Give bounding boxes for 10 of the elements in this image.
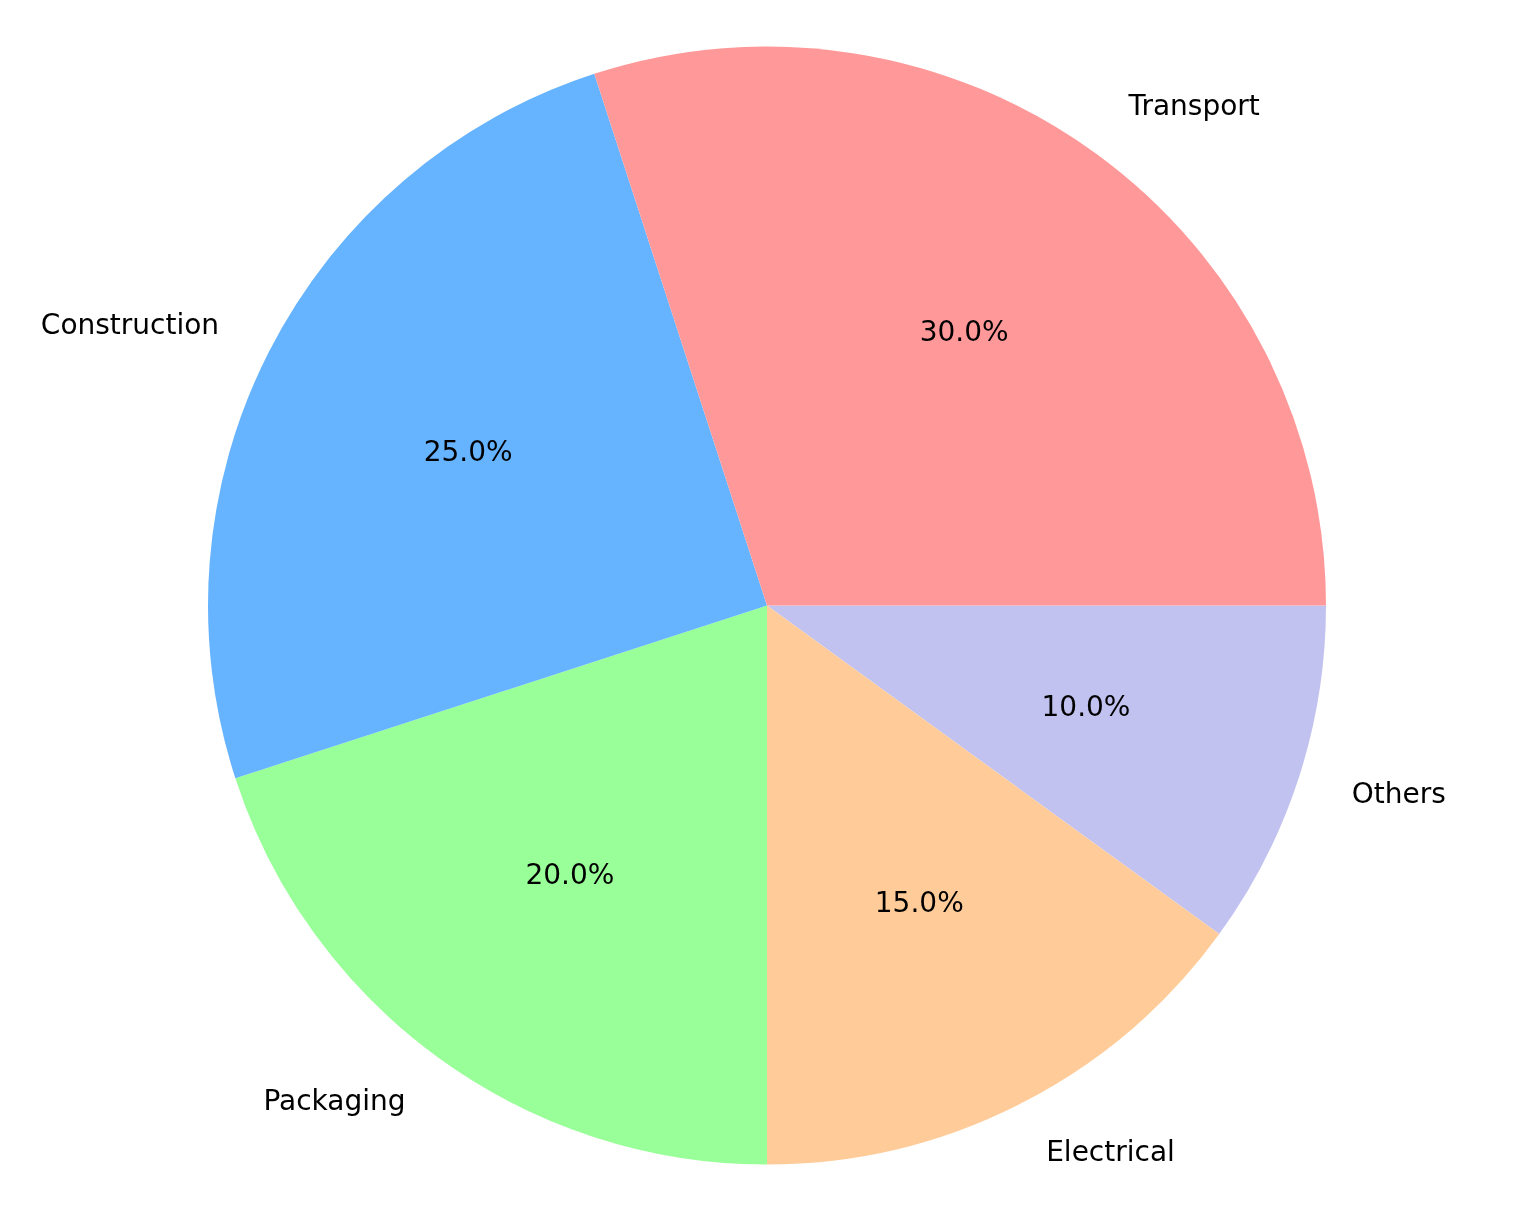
- slice-label: Transport: [1127, 89, 1260, 123]
- data-label: 10.0%: [1041, 690, 1131, 724]
- slice-label: Packaging: [263, 1084, 406, 1118]
- data-label: 30.0%: [919, 315, 1009, 349]
- slice-label: Others: [1351, 776, 1446, 810]
- data-label: 25.0%: [423, 434, 513, 468]
- data-label: 15.0%: [874, 885, 964, 919]
- slice-label: Electrical: [1046, 1134, 1175, 1168]
- slice-label: Construction: [40, 307, 220, 341]
- data-label: 20.0%: [525, 858, 615, 892]
